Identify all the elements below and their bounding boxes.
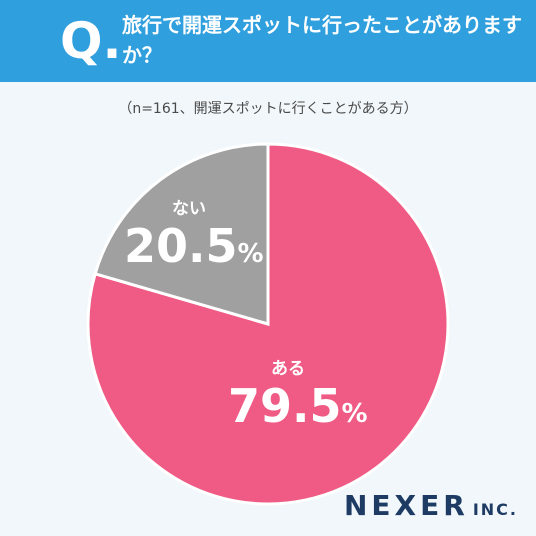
sample-note: （n=161、開運スポットに行くことがある方） bbox=[118, 101, 418, 117]
pie-slice-1 bbox=[93, 142, 270, 326]
nexer-logo: NEXER INC. bbox=[343, 489, 518, 522]
slice-label-nai: ない 20.5% bbox=[124, 198, 264, 280]
slice-value: 79.5% bbox=[228, 379, 368, 433]
slice-label-aru: ある 79.5% bbox=[228, 358, 368, 440]
q-mark: Q. bbox=[60, 12, 122, 70]
slice-value: 20.5% bbox=[124, 219, 264, 273]
slice-name: ある bbox=[271, 359, 305, 379]
slice-name: ない bbox=[172, 199, 206, 219]
question-header: Q. 旅行で開運スポットに行ったことがありますか？ bbox=[0, 0, 536, 82]
question-text: 旅行で開運スポットに行ったことがありますか？ bbox=[122, 13, 522, 67]
